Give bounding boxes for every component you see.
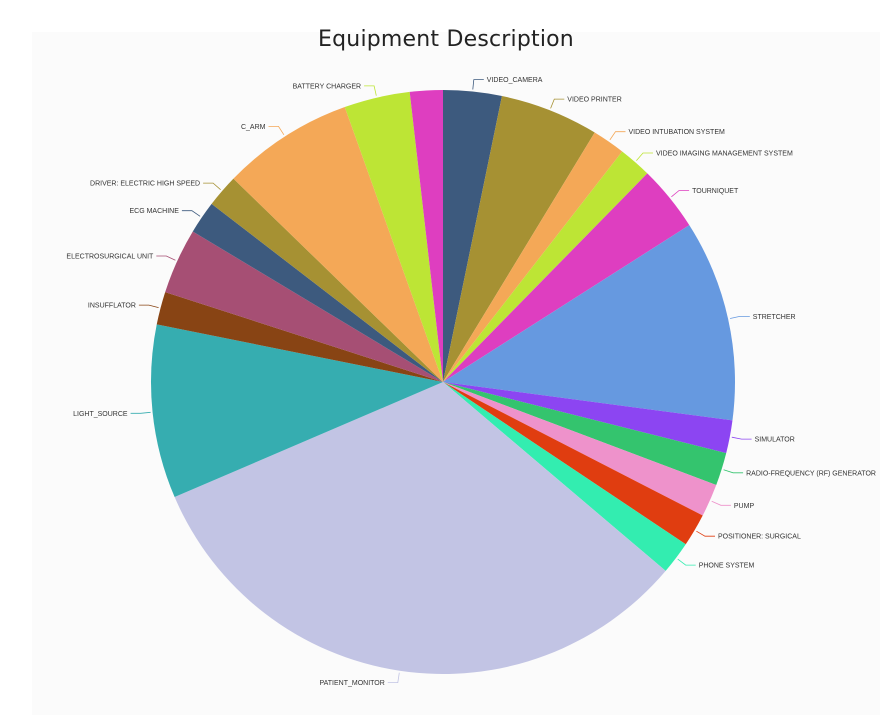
slice-label: ECG MACHINE — [129, 208, 179, 215]
label-leader-line — [138, 304, 159, 308]
pie-slice[interactable] — [443, 382, 727, 486]
label-leader-line — [203, 182, 221, 191]
slice-label: PHONE SYSTEM — [699, 563, 755, 570]
slice-label: VIDEO_CAMERA — [487, 77, 543, 84]
pie-slice[interactable] — [409, 90, 443, 382]
label-leader-line — [696, 530, 715, 537]
label-leader-line — [156, 255, 176, 261]
slice-label: C_ARM — [241, 124, 266, 131]
pie-slice[interactable] — [192, 203, 443, 382]
chart-title: Equipment Description — [318, 27, 574, 52]
label-leader-line — [472, 79, 484, 90]
label-leader-line — [711, 500, 731, 506]
pie-slice[interactable] — [211, 178, 443, 382]
pie-slice[interactable] — [443, 96, 595, 382]
pie-slice[interactable] — [174, 382, 666, 674]
pie-slice[interactable] — [344, 91, 443, 382]
label-leader-line — [268, 126, 285, 136]
slice-label: VIDEO PRINTER — [567, 97, 621, 104]
label-leader-line — [609, 131, 626, 141]
label-leader-line — [364, 85, 377, 96]
slice-label: LIGHT_SOURCE — [73, 411, 128, 418]
slice-label: BATTERY CHARGER — [293, 83, 361, 90]
slice-label: DRIVER: ELECTRIC HIGH SPEED — [90, 181, 200, 188]
slice-label: RADIO-FREQUENCY (RF) GENERATOR — [746, 470, 876, 477]
slice-label: PATIENT_MONITOR — [319, 680, 384, 687]
label-leader-line — [550, 98, 565, 109]
label-leader-line — [636, 152, 653, 161]
slice-label: VIDEO INTUBATION SYSTEM — [629, 129, 725, 136]
label-leader-line — [130, 411, 151, 414]
pie-slice[interactable] — [443, 225, 736, 421]
label-leader-line — [731, 436, 752, 440]
slice-label: SIMULATOR — [755, 437, 795, 444]
label-leader-line — [181, 210, 201, 217]
slice-label: ELECTROSURGICAL UNIT — [66, 254, 154, 261]
pie-slice[interactable] — [443, 151, 648, 382]
slice-label: POSITIONER: SURGICAL — [718, 534, 801, 541]
pie-slice[interactable] — [165, 231, 443, 382]
label-leader-line — [677, 558, 696, 566]
pie-slice[interactable] — [151, 324, 443, 498]
pie-slice[interactable] — [156, 292, 444, 382]
slice-label: TOURNIQUET — [692, 188, 739, 195]
label-leader-line — [387, 672, 400, 683]
label-leader-line — [730, 315, 750, 319]
pie-slice[interactable] — [233, 107, 443, 383]
pie-slice[interactable] — [443, 89, 502, 382]
label-leader-line — [671, 190, 690, 198]
pie-slice[interactable] — [443, 382, 703, 545]
slice-label: INSUFFLATOR — [88, 303, 136, 310]
pie-slice[interactable] — [443, 132, 623, 382]
pie-slice[interactable] — [443, 382, 733, 454]
slice-label: VIDEO IMAGING MANAGEMENT SYSTEM — [656, 151, 793, 158]
pie-slice[interactable] — [443, 382, 717, 516]
pie-slice[interactable] — [443, 173, 690, 382]
pie-slice[interactable] — [443, 382, 686, 571]
slice-label: PUMP — [734, 503, 755, 510]
label-leader-line — [723, 469, 744, 474]
slice-label: STRETCHER — [753, 314, 796, 321]
